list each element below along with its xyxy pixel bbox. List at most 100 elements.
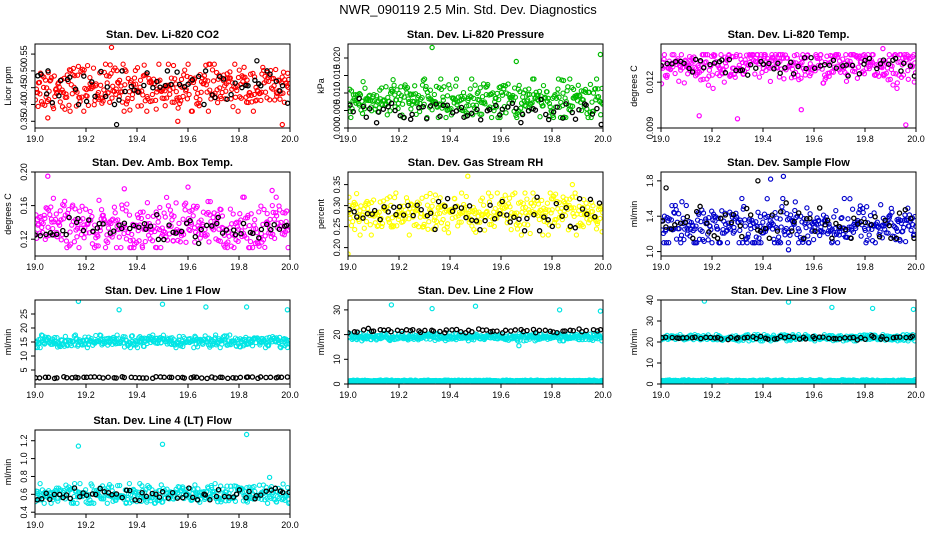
point — [547, 190, 553, 196]
point — [135, 89, 141, 95]
point — [368, 232, 374, 238]
point — [352, 226, 358, 233]
y-axis-label: ml/min — [3, 459, 13, 486]
point — [707, 223, 713, 229]
outlier-point — [465, 173, 471, 179]
point — [69, 91, 75, 97]
point — [559, 213, 565, 219]
point — [555, 76, 562, 82]
point — [81, 108, 87, 114]
point — [271, 235, 278, 242]
point — [499, 198, 505, 205]
point — [247, 238, 254, 245]
point — [672, 222, 678, 228]
panel-4: Stan. Dev. Amb. Box Temp.degrees C19.0 19… — [3, 157, 299, 272]
point — [877, 61, 884, 67]
point — [693, 223, 699, 229]
point — [202, 68, 209, 74]
point — [156, 61, 162, 67]
point — [841, 195, 847, 202]
point — [676, 225, 682, 232]
point — [421, 221, 427, 228]
point — [350, 108, 356, 115]
point — [116, 93, 122, 100]
point — [736, 240, 742, 246]
point — [790, 71, 797, 77]
point — [98, 332, 104, 339]
point — [590, 108, 597, 114]
point — [220, 76, 227, 82]
point — [410, 326, 416, 333]
point — [454, 102, 460, 108]
point — [231, 244, 237, 251]
point — [225, 375, 231, 382]
point — [153, 373, 159, 380]
point — [563, 98, 569, 105]
point — [124, 201, 130, 207]
point — [205, 108, 212, 114]
point — [225, 239, 231, 245]
point — [105, 239, 111, 246]
point — [163, 95, 170, 101]
data-points — [348, 302, 603, 384]
point — [100, 98, 106, 104]
point — [486, 199, 493, 205]
point — [775, 58, 781, 64]
point — [47, 212, 53, 218]
point — [216, 73, 223, 80]
point — [134, 65, 141, 71]
point — [676, 211, 682, 217]
point — [499, 106, 506, 112]
point — [127, 344, 134, 351]
point — [258, 203, 264, 209]
point — [370, 328, 377, 334]
point — [135, 227, 141, 234]
point — [189, 108, 195, 114]
point — [534, 194, 540, 200]
point — [410, 91, 416, 97]
point — [668, 226, 675, 232]
point — [536, 216, 542, 223]
point — [89, 79, 95, 85]
point — [802, 336, 809, 342]
point — [149, 91, 156, 98]
point — [214, 99, 221, 106]
point — [669, 202, 675, 209]
outlier-point — [279, 121, 285, 128]
point — [666, 240, 672, 246]
point — [669, 52, 675, 58]
point — [484, 208, 490, 215]
point — [100, 221, 106, 227]
point — [847, 335, 853, 341]
point — [238, 95, 244, 101]
point — [685, 227, 691, 233]
point — [389, 88, 396, 94]
point — [576, 195, 583, 202]
outlier-point — [556, 307, 563, 313]
point — [56, 93, 62, 99]
point — [897, 238, 903, 244]
point — [536, 88, 543, 95]
point — [230, 374, 236, 381]
point — [56, 84, 62, 90]
point — [820, 229, 826, 235]
point — [482, 217, 488, 224]
point — [546, 100, 553, 107]
point — [111, 375, 117, 381]
point — [37, 344, 43, 351]
point — [249, 244, 256, 251]
point — [688, 58, 694, 64]
point — [66, 214, 72, 221]
point — [453, 108, 460, 114]
point — [275, 339, 282, 346]
point — [260, 64, 266, 71]
point — [43, 85, 50, 91]
point — [795, 63, 801, 70]
point — [445, 230, 452, 236]
point — [414, 99, 420, 106]
outlier-point — [780, 173, 787, 180]
point — [545, 116, 552, 123]
point — [743, 205, 750, 212]
point — [711, 233, 717, 239]
point — [585, 114, 591, 121]
